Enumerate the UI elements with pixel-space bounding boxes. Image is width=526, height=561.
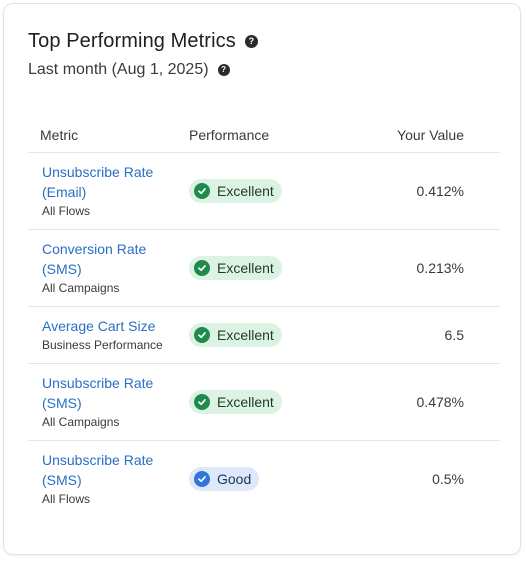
performance-label: Excellent xyxy=(217,183,274,199)
metrics-table: Metric Performance Your Value Unsubscrib… xyxy=(28,116,500,517)
metric-cell: Average Cart Size Business Performance xyxy=(42,316,172,353)
metric-link[interactable]: Unsubscribe Rate xyxy=(42,164,154,180)
card-header: Top Performing Metrics ? xyxy=(28,30,258,53)
metric-link[interactable]: Unsubscribe Rate xyxy=(42,452,154,468)
performance-badge: Excellent xyxy=(189,323,282,347)
performance-label: Excellent xyxy=(217,260,274,276)
table-row: Conversion Rate (SMS) All Campaigns Exce… xyxy=(28,230,500,307)
metric-scope: All Flows xyxy=(42,492,91,506)
metric-link-channel[interactable]: (SMS) xyxy=(42,395,82,411)
metric-scope: All Campaigns xyxy=(42,415,120,429)
metric-scope: All Campaigns xyxy=(42,281,120,295)
date-help-icon[interactable]: ? xyxy=(217,64,230,76)
performance-label: Good xyxy=(217,471,252,487)
column-header-performance: Performance xyxy=(189,127,270,143)
metric-value: 0.478% xyxy=(416,394,464,410)
performance-badge: Excellent xyxy=(189,390,282,414)
metric-cell: Unsubscribe Rate (SMS) All Flows xyxy=(42,450,172,507)
card-title: Top Performing Metrics xyxy=(28,30,236,52)
metrics-card: Top Performing Metrics ? Last month (Aug… xyxy=(3,3,521,555)
check-circle-icon xyxy=(194,394,210,410)
check-circle-icon xyxy=(194,327,210,343)
date-range-label: Last month (Aug 1, 2025) xyxy=(28,61,209,78)
metric-link[interactable]: Average Cart Size xyxy=(42,318,156,334)
metric-link[interactable]: Conversion Rate xyxy=(42,241,147,257)
table-row: Unsubscribe Rate (SMS) All Flows Good 0.… xyxy=(28,441,500,517)
metric-cell: Conversion Rate (SMS) All Campaigns xyxy=(42,239,172,296)
performance-badge: Good xyxy=(189,467,260,491)
performance-badge: Excellent xyxy=(189,179,282,203)
performance-label: Excellent xyxy=(217,394,274,410)
check-circle-icon xyxy=(194,260,210,276)
check-circle-icon xyxy=(194,183,210,199)
metric-value: 0.213% xyxy=(416,260,464,276)
check-circle-icon xyxy=(194,471,210,487)
date-range: Last month (Aug 1, 2025) ? xyxy=(28,61,230,79)
metric-link-channel[interactable]: (SMS) xyxy=(42,261,82,277)
metric-scope: All Flows xyxy=(42,204,91,218)
column-header-value: Your Value xyxy=(397,127,464,143)
performance-label: Excellent xyxy=(217,327,274,343)
performance-badge: Excellent xyxy=(189,256,282,280)
title-help-icon[interactable]: ? xyxy=(244,35,258,48)
column-header-metric: Metric xyxy=(40,127,79,143)
metric-cell: Unsubscribe Rate (Email) All Flows xyxy=(42,162,172,219)
metric-value: 0.412% xyxy=(416,183,464,199)
table-row: Unsubscribe Rate (Email) All Flows Excel… xyxy=(28,153,500,230)
metric-value: 6.5 xyxy=(444,327,464,343)
metric-value: 0.5% xyxy=(432,471,464,487)
metric-cell: Unsubscribe Rate (SMS) All Campaigns xyxy=(42,373,172,430)
metric-link-channel[interactable]: (Email) xyxy=(42,184,87,200)
metric-link-channel[interactable]: (SMS) xyxy=(42,472,82,488)
metric-link[interactable]: Unsubscribe Rate xyxy=(42,375,154,391)
table-row: Average Cart Size Business Performance E… xyxy=(28,307,500,364)
table-row: Unsubscribe Rate (SMS) All Campaigns Exc… xyxy=(28,364,500,441)
metric-scope: Business Performance xyxy=(42,338,163,352)
table-header: Metric Performance Your Value xyxy=(28,116,500,153)
